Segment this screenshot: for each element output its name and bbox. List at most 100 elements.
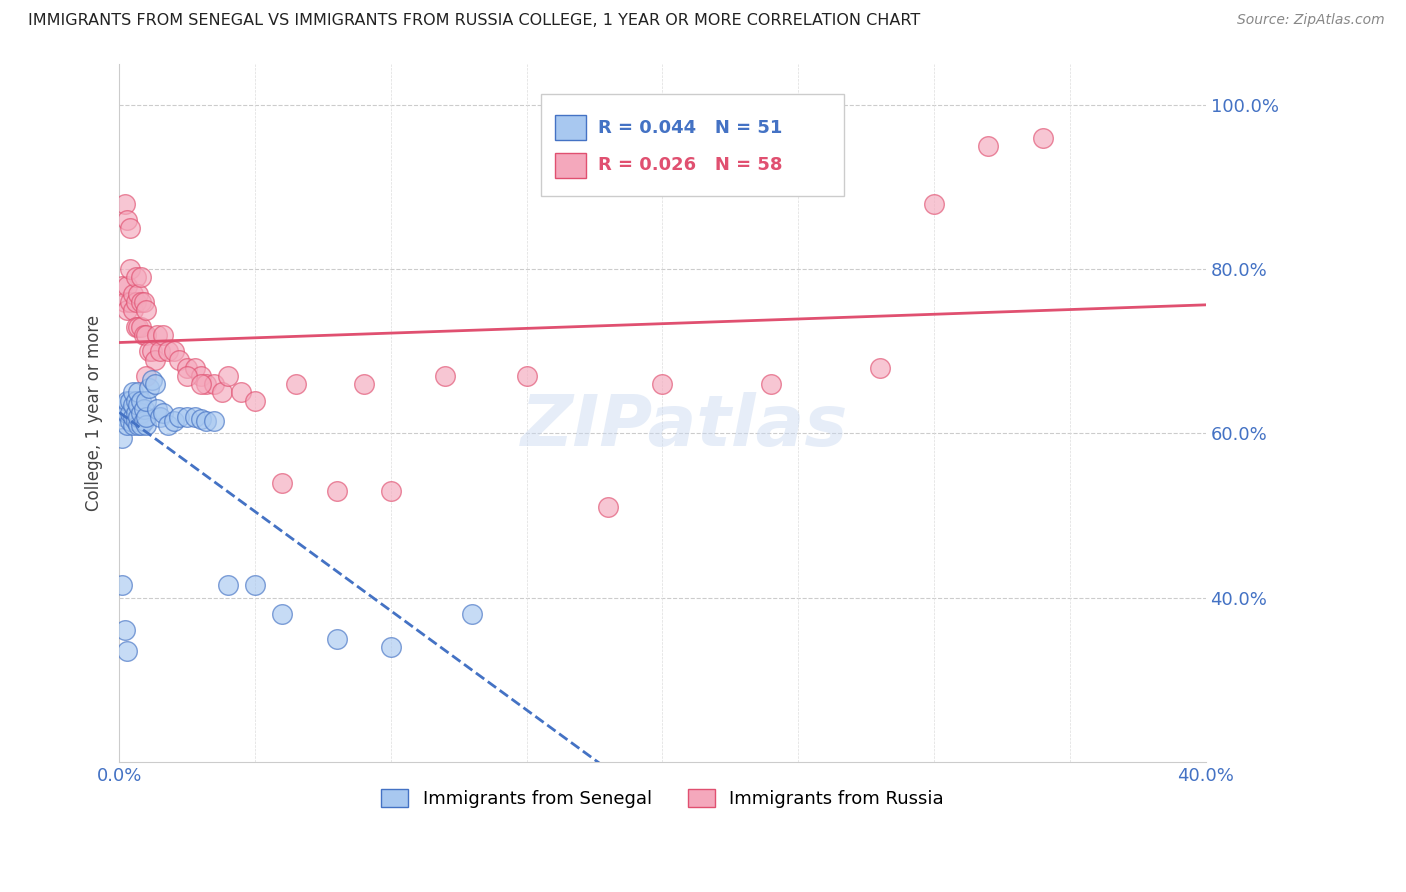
Point: [284, 377, 307, 392]
Point: [127, 319, 149, 334]
Point: [117, 406, 139, 420]
Point: [114, 196, 136, 211]
Point: [176, 360, 198, 375]
Point: [141, 373, 163, 387]
Point: [129, 418, 152, 433]
Point: [167, 352, 190, 367]
Point: [135, 303, 157, 318]
Point: [271, 607, 294, 621]
Point: [121, 385, 143, 400]
Point: [129, 406, 152, 420]
Point: [271, 475, 294, 490]
Point: [124, 295, 146, 310]
Point: [121, 418, 143, 433]
Point: [922, 196, 945, 211]
Point: [124, 406, 146, 420]
Point: [380, 483, 402, 498]
Point: [977, 139, 1000, 153]
Point: [114, 398, 136, 412]
Point: [759, 377, 782, 392]
Point: [195, 414, 218, 428]
Point: [138, 344, 160, 359]
Point: [167, 410, 190, 425]
Point: [184, 410, 207, 425]
Point: [124, 270, 146, 285]
Point: [127, 398, 149, 412]
Point: [121, 286, 143, 301]
Point: [190, 377, 212, 392]
Point: [114, 295, 136, 310]
Point: [152, 406, 174, 420]
Point: [598, 500, 620, 515]
Point: [120, 414, 142, 428]
Point: [127, 385, 149, 400]
Point: [117, 278, 139, 293]
Point: [120, 406, 142, 420]
Text: ZIPatlas: ZIPatlas: [520, 392, 848, 461]
Point: [195, 377, 218, 392]
Point: [117, 393, 139, 408]
Point: [146, 401, 169, 416]
Point: [124, 393, 146, 408]
Point: [1032, 131, 1054, 145]
Legend: Immigrants from Senegal, Immigrants from Russia: Immigrants from Senegal, Immigrants from…: [374, 781, 950, 815]
Point: [114, 624, 136, 638]
Point: [117, 213, 139, 227]
Point: [121, 398, 143, 412]
Point: [149, 344, 172, 359]
Point: [152, 327, 174, 342]
Point: [217, 369, 239, 384]
Point: [143, 377, 166, 392]
Point: [434, 369, 457, 384]
Point: [129, 270, 152, 285]
Point: [202, 377, 225, 392]
Point: [243, 393, 266, 408]
Point: [132, 414, 155, 428]
Point: [190, 369, 212, 384]
Point: [120, 393, 142, 408]
Point: [117, 303, 139, 318]
Point: [135, 327, 157, 342]
Point: [231, 385, 253, 400]
Point: [127, 410, 149, 425]
Point: [157, 344, 180, 359]
Y-axis label: College, 1 year or more: College, 1 year or more: [86, 315, 103, 511]
Point: [353, 377, 375, 392]
Point: [132, 401, 155, 416]
Point: [117, 644, 139, 658]
Point: [176, 369, 198, 384]
Point: [516, 369, 538, 384]
Point: [121, 410, 143, 425]
Point: [120, 221, 142, 235]
Point: [143, 352, 166, 367]
Point: [461, 607, 484, 621]
Point: [129, 295, 152, 310]
Point: [111, 278, 134, 293]
Point: [129, 393, 152, 408]
Point: [120, 262, 142, 277]
Point: [162, 344, 184, 359]
Point: [127, 286, 149, 301]
Point: [135, 369, 157, 384]
Point: [127, 418, 149, 433]
Point: [651, 377, 673, 392]
Text: R = 0.044   N = 51: R = 0.044 N = 51: [598, 119, 782, 136]
Point: [325, 483, 347, 498]
Text: IMMIGRANTS FROM SENEGAL VS IMMIGRANTS FROM RUSSIA COLLEGE, 1 YEAR OR MORE CORREL: IMMIGRANTS FROM SENEGAL VS IMMIGRANTS FR…: [28, 13, 921, 29]
Point: [217, 578, 239, 592]
Point: [121, 303, 143, 318]
Text: Source: ZipAtlas.com: Source: ZipAtlas.com: [1237, 13, 1385, 28]
Point: [135, 410, 157, 425]
Point: [124, 319, 146, 334]
Point: [135, 418, 157, 433]
Point: [146, 327, 169, 342]
Point: [132, 327, 155, 342]
Point: [869, 360, 891, 375]
Point: [129, 319, 152, 334]
Point: [141, 344, 163, 359]
Point: [114, 410, 136, 425]
Point: [120, 295, 142, 310]
Point: [176, 410, 198, 425]
Point: [211, 385, 233, 400]
Point: [124, 414, 146, 428]
